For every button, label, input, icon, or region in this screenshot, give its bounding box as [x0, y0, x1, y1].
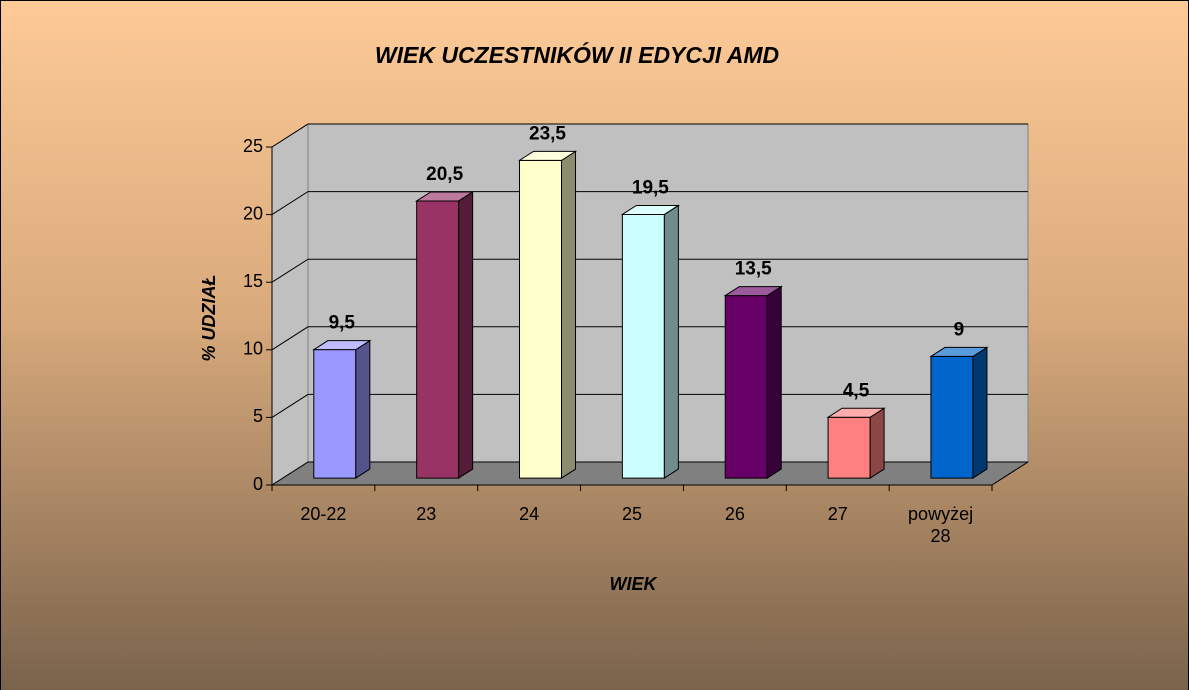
data-label: 23,5 — [529, 123, 566, 144]
bar-top — [414, 191, 475, 202]
bar-front — [519, 159, 563, 479]
data-label: 19,5 — [632, 177, 669, 198]
bar-side — [663, 204, 679, 480]
data-label: 20,5 — [426, 164, 463, 185]
y-tick-label: 5 — [253, 406, 263, 426]
data-label: 9 — [954, 319, 965, 340]
bar — [723, 285, 783, 480]
bar-top — [517, 150, 578, 161]
bar-front — [930, 355, 974, 479]
x-tick-label: 27 — [827, 504, 848, 524]
x-axis-depth — [991, 461, 1029, 486]
y-tick-label: 0 — [253, 474, 263, 494]
side-wall — [271, 123, 309, 486]
bar — [312, 339, 372, 480]
x-tick-label: 25 — [621, 504, 643, 524]
y-tick-label: 20 — [243, 203, 263, 223]
grid-line — [271, 191, 1028, 216]
data-label: 9,5 — [329, 313, 356, 334]
grid-line — [271, 258, 1028, 283]
x-axis-label: WIEK — [610, 574, 659, 594]
grid-line — [271, 461, 1028, 486]
bar-top — [312, 340, 372, 351]
bar-front — [827, 416, 871, 479]
bar-side — [972, 346, 988, 480]
bar — [620, 204, 681, 480]
data-label: 13,5 — [735, 259, 772, 280]
bar-side — [766, 285, 782, 480]
bar-side — [458, 191, 474, 480]
bar — [929, 346, 989, 480]
data-label: 4,5 — [843, 380, 870, 401]
y-tick-label: 10 — [243, 339, 263, 359]
x-tick-label: 24 — [519, 504, 540, 524]
bar-front — [313, 349, 357, 479]
bar-top — [620, 204, 681, 215]
chart-title: WIEK UCZESTNIKÓW II EDYCJI AMD — [375, 41, 779, 68]
bar-side — [869, 407, 885, 480]
y-tick-label: 25 — [243, 136, 263, 156]
bar-side — [355, 339, 371, 480]
bar — [826, 407, 886, 480]
bar-front — [621, 213, 665, 479]
grid-line — [271, 393, 1028, 418]
x-tick-label: 20-22 — [300, 504, 347, 524]
bar — [414, 191, 475, 480]
bar-side — [561, 150, 577, 480]
grid-line — [271, 123, 1028, 148]
bar-top — [826, 407, 886, 418]
bar-top — [929, 346, 989, 357]
y-axis-label: % UDZIAŁ — [199, 275, 219, 362]
x-tick-label: 23 — [416, 504, 437, 524]
x-tick-label: powyżej 28 — [908, 504, 974, 546]
bar-front — [724, 295, 768, 479]
bar-top — [723, 286, 783, 297]
x-tick-label: 26 — [724, 504, 745, 524]
y-tick-label: 15 — [243, 271, 263, 291]
grid-line — [271, 326, 1028, 351]
bar — [517, 150, 578, 480]
bar-front — [416, 200, 460, 479]
